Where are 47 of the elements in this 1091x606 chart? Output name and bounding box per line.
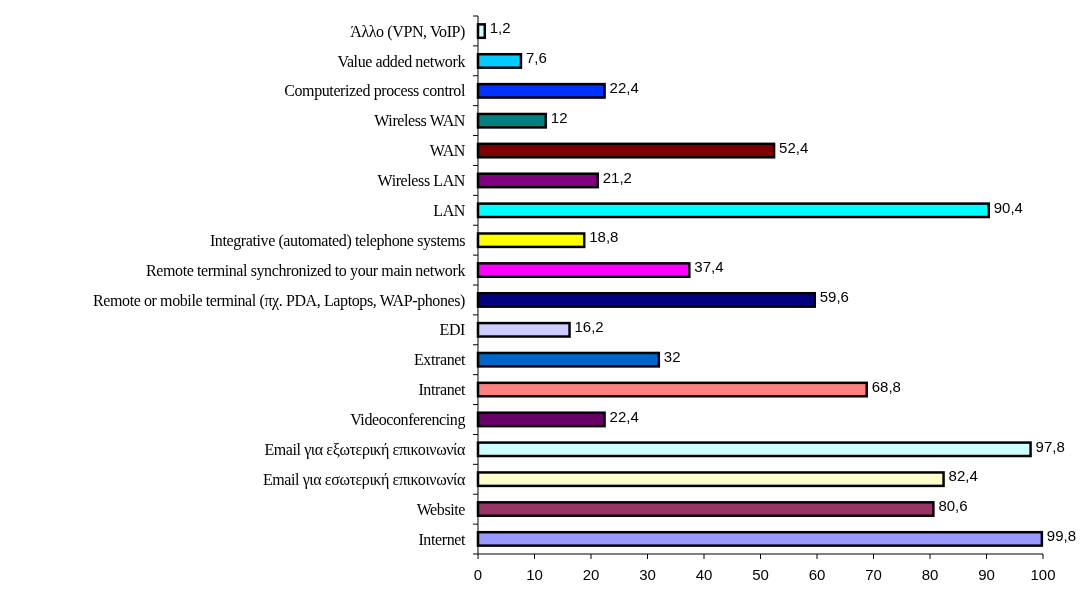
y-tick-label: LAN: [433, 201, 466, 219]
data-label: 18,8: [589, 228, 619, 246]
x-tick-label: 20: [582, 566, 600, 583]
data-label: 22,4: [609, 407, 639, 425]
y-tick-label: Extranet: [414, 351, 466, 369]
data-label: 68,8: [871, 377, 901, 395]
data-label: 52,4: [779, 138, 809, 156]
x-tick-label: 0: [473, 566, 483, 583]
x-tick-label: 100: [1030, 566, 1056, 583]
x-tick-label: 40: [695, 566, 713, 583]
data-label: 7,6: [525, 49, 547, 67]
y-tick-label: Άλλο (VPN, VoIP): [350, 22, 466, 41]
x-tick-label: 30: [639, 566, 656, 583]
y-tick-label: Internet: [418, 530, 466, 548]
data-label: 59,6: [819, 288, 849, 306]
x-tick-label: 50: [752, 566, 769, 583]
x-tick-label: 80: [921, 566, 939, 583]
data-label: 12: [550, 108, 568, 126]
x-tick-label: 70: [865, 566, 882, 583]
y-tick-label: Remote or mobile terminal (πχ. PDA, Laptops, WAP-phones): [93, 291, 466, 310]
y-tick-label: Wireless LAN: [377, 172, 466, 190]
data-label: 82,4: [948, 467, 978, 485]
x-tick-label: 10: [526, 566, 543, 583]
y-tick-label: Computerized process control: [284, 82, 466, 101]
y-tick-label: Wireless WAN: [374, 112, 466, 130]
y-tick-label: Intranet: [418, 381, 466, 399]
y-tick-label: Email για εξωτερική επικοινωνία: [264, 440, 467, 459]
y-tick-label: Videoconferencing: [350, 411, 466, 430]
y-tick-label: WAN: [429, 142, 466, 160]
y-tick-label: Remote terminal synchronized to your main network: [146, 261, 466, 280]
y-tick-label: Website: [416, 500, 466, 518]
data-label: 97,8: [1035, 437, 1065, 455]
y-tick-label: Email για εσωτερική επικοινωνία: [262, 470, 467, 489]
x-tick-label: 90: [978, 566, 995, 583]
data-label: 37,4: [694, 258, 724, 276]
data-label: 1,2: [489, 19, 511, 37]
data-label: 99,8: [1046, 527, 1077, 545]
data-label: 32: [663, 347, 681, 365]
y-tick-label: Value added network: [337, 52, 466, 70]
data-label: 21,2: [602, 168, 632, 186]
data-label: 80,6: [938, 497, 968, 515]
data-label: 16,2: [574, 318, 604, 336]
y-tick-label: EDI: [439, 321, 466, 339]
data-label: 22,4: [609, 79, 639, 97]
data-label: 90,4: [993, 198, 1023, 216]
y-tick-label: Integrative (automated) telephone systems: [209, 231, 466, 250]
x-tick-label: 60: [808, 566, 826, 583]
